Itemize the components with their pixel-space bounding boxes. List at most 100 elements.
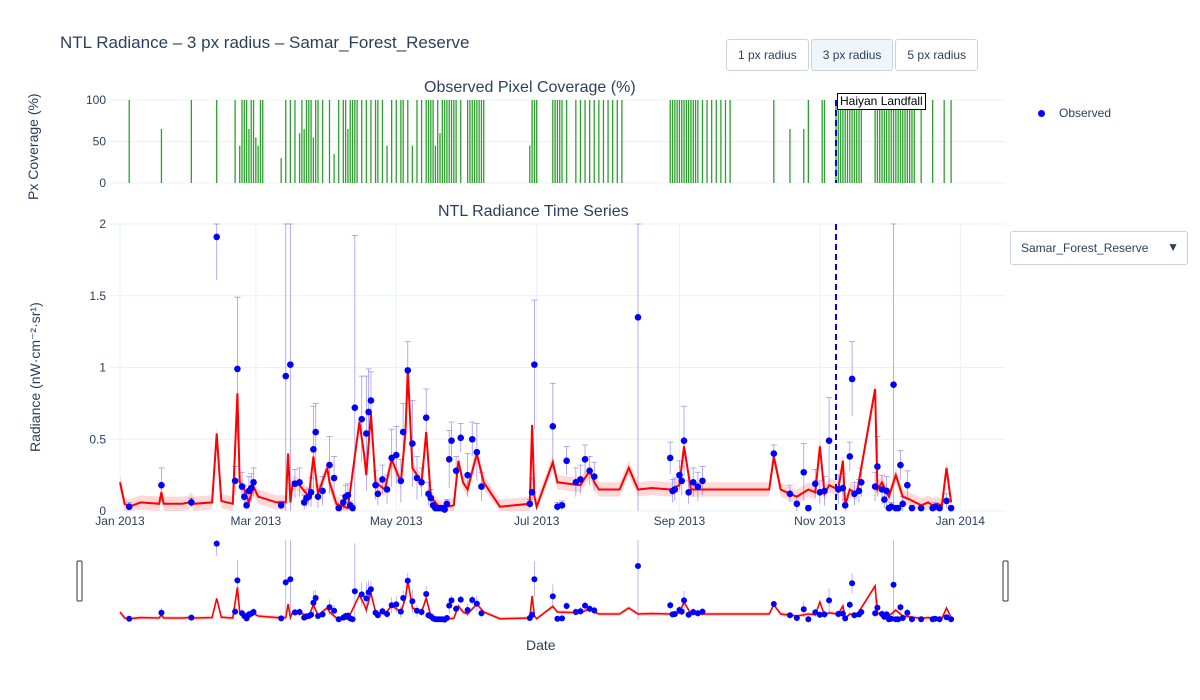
rangeslider-point xyxy=(367,586,374,593)
rangeslider-point xyxy=(413,607,420,614)
rangeslider-point xyxy=(793,615,800,621)
observed-point xyxy=(310,445,317,453)
radius-1px-button[interactable]: 1 px radius xyxy=(726,39,809,71)
observed-point xyxy=(282,372,290,380)
radiance-y-tick-label: 2 xyxy=(99,217,106,231)
rangeslider-point xyxy=(899,615,906,621)
rangeslider-point xyxy=(685,611,692,618)
observed-point xyxy=(287,361,294,368)
rangeslider-point xyxy=(464,607,471,613)
radiance-x-tick-label: May 2013 xyxy=(370,514,423,528)
rangeslider-point xyxy=(918,616,925,623)
observed-point xyxy=(335,504,343,512)
rangeslider-point xyxy=(572,609,579,615)
rangeslider-point xyxy=(904,609,911,616)
rangeslider-point xyxy=(278,615,285,622)
rangeslider-point xyxy=(936,616,943,623)
radiance-y-tick-label: 0 xyxy=(99,504,106,518)
rangeslider-point xyxy=(234,577,241,584)
observed-point xyxy=(241,493,248,500)
observed-point xyxy=(577,476,584,483)
observed-point xyxy=(528,489,536,496)
rangeslider-point xyxy=(835,611,842,617)
observed-point xyxy=(821,487,828,495)
observed-point xyxy=(314,493,322,500)
observed-point xyxy=(883,487,890,495)
coverage-bars xyxy=(128,100,952,183)
rangeslider-point xyxy=(694,610,701,617)
observed-point xyxy=(917,504,925,512)
radius-button-group: 1 px radius 3 px radius 5 px radius xyxy=(726,39,980,71)
rangeslider-point xyxy=(478,610,485,617)
rangeslider-point xyxy=(943,614,950,621)
rangeslider-point xyxy=(851,612,858,619)
observed-point xyxy=(392,451,400,459)
radiance-y-axis-label: Radiance (nW·cm⁻²·sr¹) xyxy=(27,302,43,452)
observed-point xyxy=(590,473,598,480)
rangeslider-point xyxy=(384,611,391,617)
rangeslider-point xyxy=(671,611,678,617)
observed-point xyxy=(897,461,904,469)
observed-point xyxy=(374,490,382,498)
observed-point xyxy=(452,467,460,475)
radiance-x-tick-label: Jan 2014 xyxy=(936,514,986,528)
rangeslider-point xyxy=(786,612,793,619)
observed-point xyxy=(634,313,642,321)
rangeslider-point xyxy=(349,616,356,623)
rangeslider-point xyxy=(690,609,697,615)
rangeslider-point xyxy=(770,601,777,607)
observed-point xyxy=(531,361,538,368)
observed-point xyxy=(694,483,702,490)
rangeslider-point xyxy=(331,607,338,614)
observed-point xyxy=(365,408,372,416)
observed-point xyxy=(277,501,285,509)
observed-point xyxy=(464,471,471,479)
legend[interactable]: Observed xyxy=(1038,106,1111,120)
observed-point xyxy=(671,486,679,493)
rangeslider-handles[interactable] xyxy=(76,560,1009,602)
coverage-y-ticks: 0 50 100 xyxy=(86,93,106,190)
observed-point xyxy=(811,480,819,488)
rangeslider-point xyxy=(800,606,807,613)
radiance-y-tick-label: 1.5 xyxy=(89,289,106,303)
observed-point xyxy=(936,504,943,512)
observed-point xyxy=(330,474,338,482)
radiance-x-ticks: Jan 2013 Mar 2013 May 2013 Jul 2013 Sep 2013… xyxy=(95,514,985,528)
location-dropdown[interactable]: Samar_Forest_Reserve ▼ xyxy=(1010,231,1188,265)
radiance-subplot-title: NTL Radiance Time Series xyxy=(438,203,629,220)
observed-point xyxy=(841,501,849,509)
observed-point xyxy=(848,375,856,383)
x-axis-label: Date xyxy=(526,637,556,653)
radiance-y-ticks: 0 0.5 1 1.5 2 xyxy=(89,217,106,518)
observed-point xyxy=(158,481,165,489)
observed-point xyxy=(846,453,854,460)
rangeslider-point xyxy=(287,576,294,583)
rangeslider-point xyxy=(448,597,455,604)
rangeslider-point xyxy=(250,609,257,615)
observed-point xyxy=(319,487,326,495)
coverage-y-axis-label: Px Coverage (%) xyxy=(25,93,41,200)
rangeslider-right-handle[interactable] xyxy=(1002,560,1009,602)
rangeslider-point xyxy=(549,593,556,600)
observed-point xyxy=(427,494,435,502)
observed-point xyxy=(445,456,453,463)
radius-3px-button[interactable]: 3 px radius xyxy=(810,39,894,71)
radiance-x-tick-label: Mar 2013 xyxy=(230,514,281,528)
rangeslider-left-handle[interactable] xyxy=(76,560,83,602)
rangeslider-point xyxy=(846,601,853,608)
observed-point xyxy=(563,457,570,465)
observed-point xyxy=(397,477,405,485)
rangeslider-point xyxy=(591,607,598,614)
rangeslider-observed-points xyxy=(126,540,955,623)
observed-point xyxy=(441,506,448,513)
rangeslider-point xyxy=(895,616,902,623)
radius-5px-button[interactable]: 5 px radius xyxy=(895,39,979,71)
radiance-x-tick-label: Nov 2013 xyxy=(794,514,846,528)
rangeslider-point xyxy=(586,605,593,612)
rangeslider-point xyxy=(883,611,890,618)
observed-point xyxy=(770,450,778,457)
observed-point xyxy=(307,489,315,496)
observed-point xyxy=(448,437,455,444)
observed-point xyxy=(685,489,692,496)
